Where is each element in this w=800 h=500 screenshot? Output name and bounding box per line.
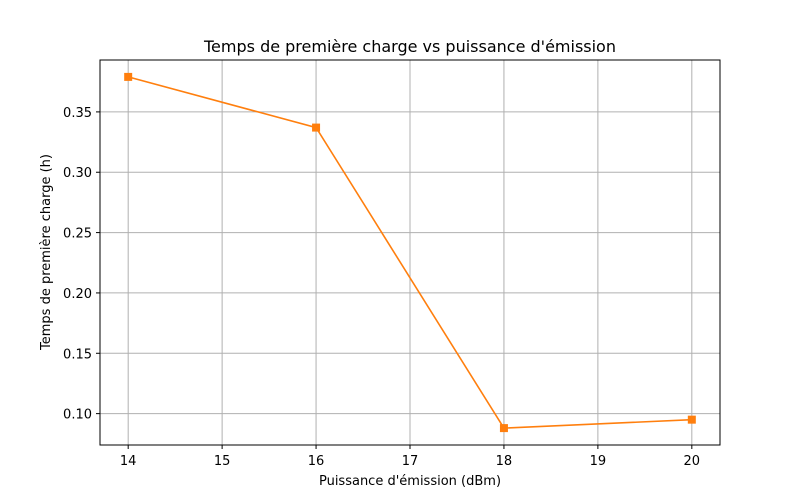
grid	[100, 60, 720, 445]
data-point-marker	[312, 123, 321, 132]
ticks: 14 15 16 17 18 19 20 0.10 0.15 0.20 0.25 0.30 0.35	[63, 106, 700, 469]
y-tick-label: 0.35	[63, 106, 92, 121]
x-axis-label: Puissance d'émission (dBm)	[319, 474, 501, 489]
data-point-marker	[687, 415, 696, 424]
y-tick-label: 0.30	[63, 166, 92, 181]
y-tick-label: 0.25	[63, 227, 92, 242]
data-point-marker	[499, 424, 508, 433]
y-tick-label: 0.20	[63, 287, 92, 302]
series-layer	[124, 72, 696, 433]
x-tick-label: 16	[308, 454, 325, 469]
y-tick-label: 0.15	[63, 347, 92, 362]
y-tick-label: 0.10	[63, 408, 92, 423]
chart-title: Temps de première charge vs puissance d'…	[203, 37, 616, 56]
x-tick-label: 19	[590, 454, 607, 469]
x-tick-label: 15	[214, 454, 231, 469]
x-tick-label: 18	[496, 454, 513, 469]
x-tick-label: 14	[120, 454, 137, 469]
x-tick-label: 17	[402, 454, 419, 469]
data-point-marker	[124, 72, 133, 81]
series-line	[127, 76, 692, 429]
x-tick-label: 20	[684, 454, 701, 469]
y-axis-label: Temps de première charge (h)	[39, 154, 54, 351]
